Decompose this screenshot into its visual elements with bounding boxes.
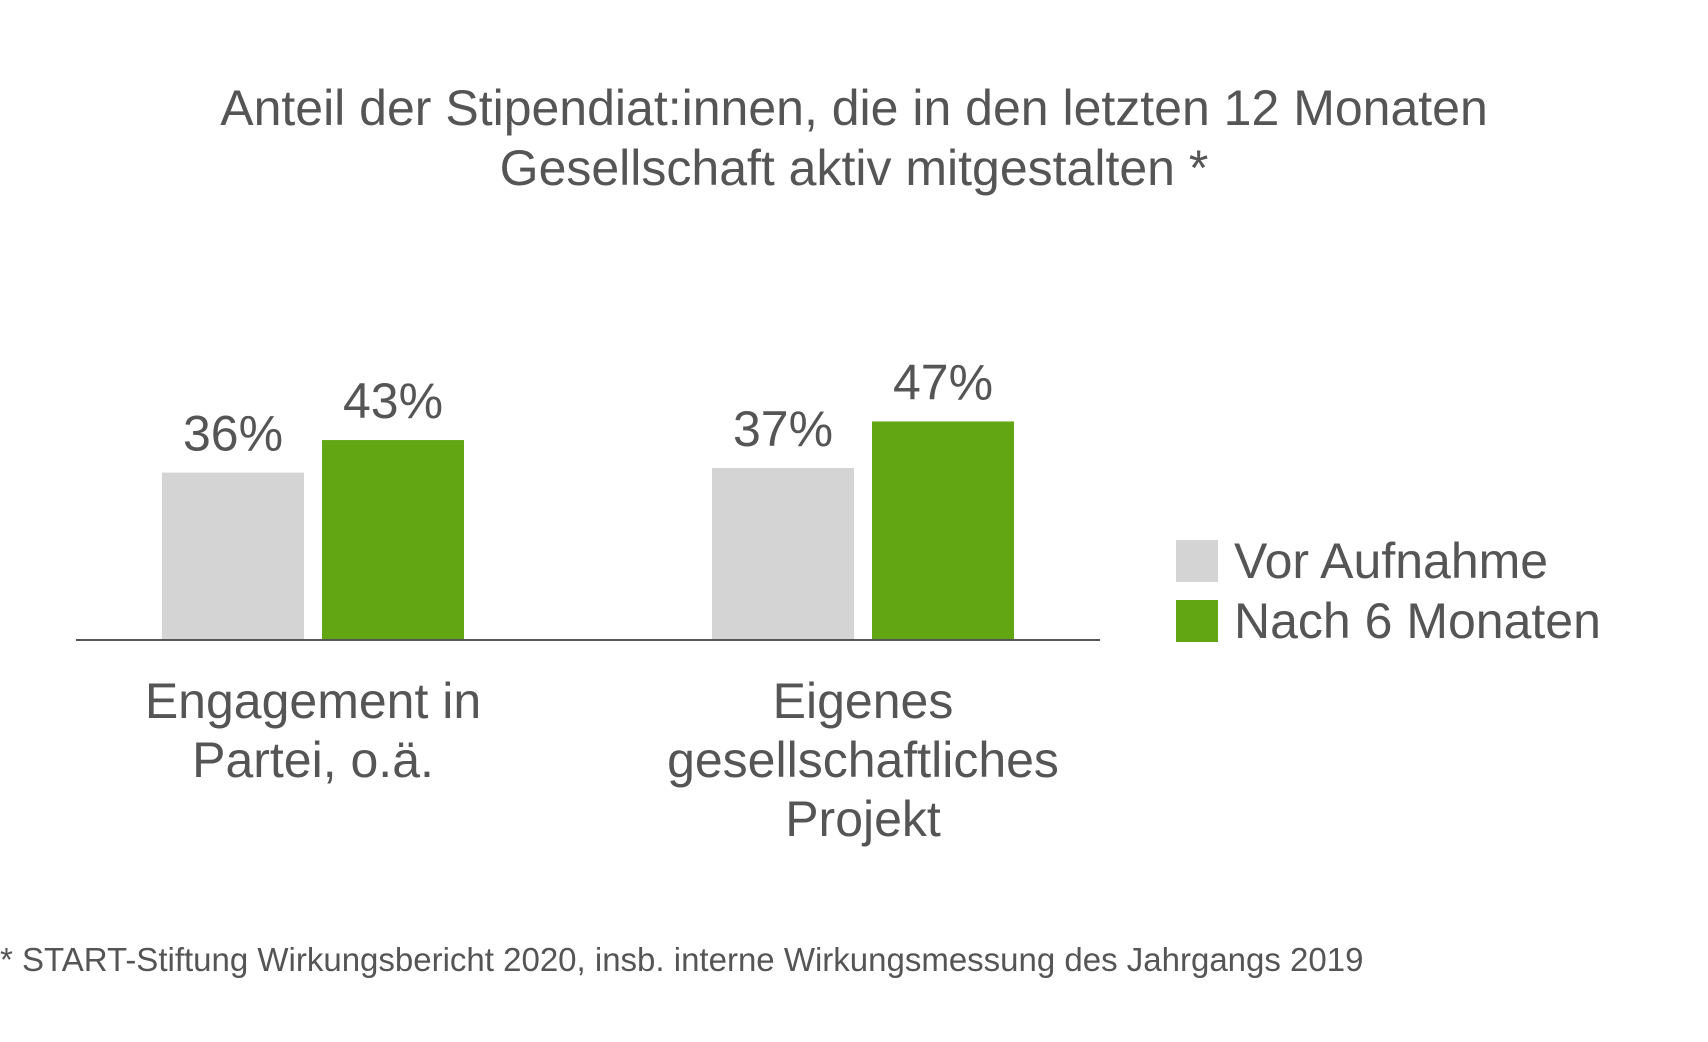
- legend-label-nach-6-monaten: Nach 6 Monaten: [1234, 593, 1601, 649]
- bar-vor-aufnahme-2: [712, 467, 854, 640]
- category-label-2-line-2: gesellschaftliches: [667, 732, 1059, 788]
- category-label-1-line-1: Engagement in: [145, 673, 481, 729]
- data-label-vor-aufnahme-2: 37%: [733, 401, 833, 457]
- footnote: * START-Stiftung Wirkungsbericht 2020, i…: [0, 941, 1364, 978]
- chart-title: Anteil der Stipendiat:innen, die in den …: [0, 78, 1708, 198]
- category-label-1-line-2: Partei, o.ä.: [192, 732, 434, 788]
- bar-nach-6-monaten-1: [322, 440, 464, 640]
- chart-title-line-2: Gesellschaft aktiv mitgestalten *: [499, 140, 1209, 196]
- legend-swatch-vor-aufnahme: [1176, 540, 1218, 582]
- bar-nach-6-monaten-2: [872, 421, 1014, 640]
- legend-label-vor-aufnahme: Vor Aufnahme: [1234, 533, 1548, 589]
- chart-title-line-1: Anteil der Stipendiat:innen, die in den …: [220, 80, 1488, 136]
- category-label-2-line-3: Projekt: [785, 791, 941, 847]
- category-label-2-line-1: Eigenes: [773, 673, 954, 729]
- data-label-nach-6-monaten-2: 47%: [893, 354, 993, 410]
- bar-vor-aufnahme-1: [162, 472, 304, 640]
- data-label-vor-aufnahme-1: 36%: [183, 406, 283, 462]
- data-label-nach-6-monaten-1: 43%: [343, 373, 443, 429]
- legend-swatch-nach-6-monaten: [1176, 600, 1218, 642]
